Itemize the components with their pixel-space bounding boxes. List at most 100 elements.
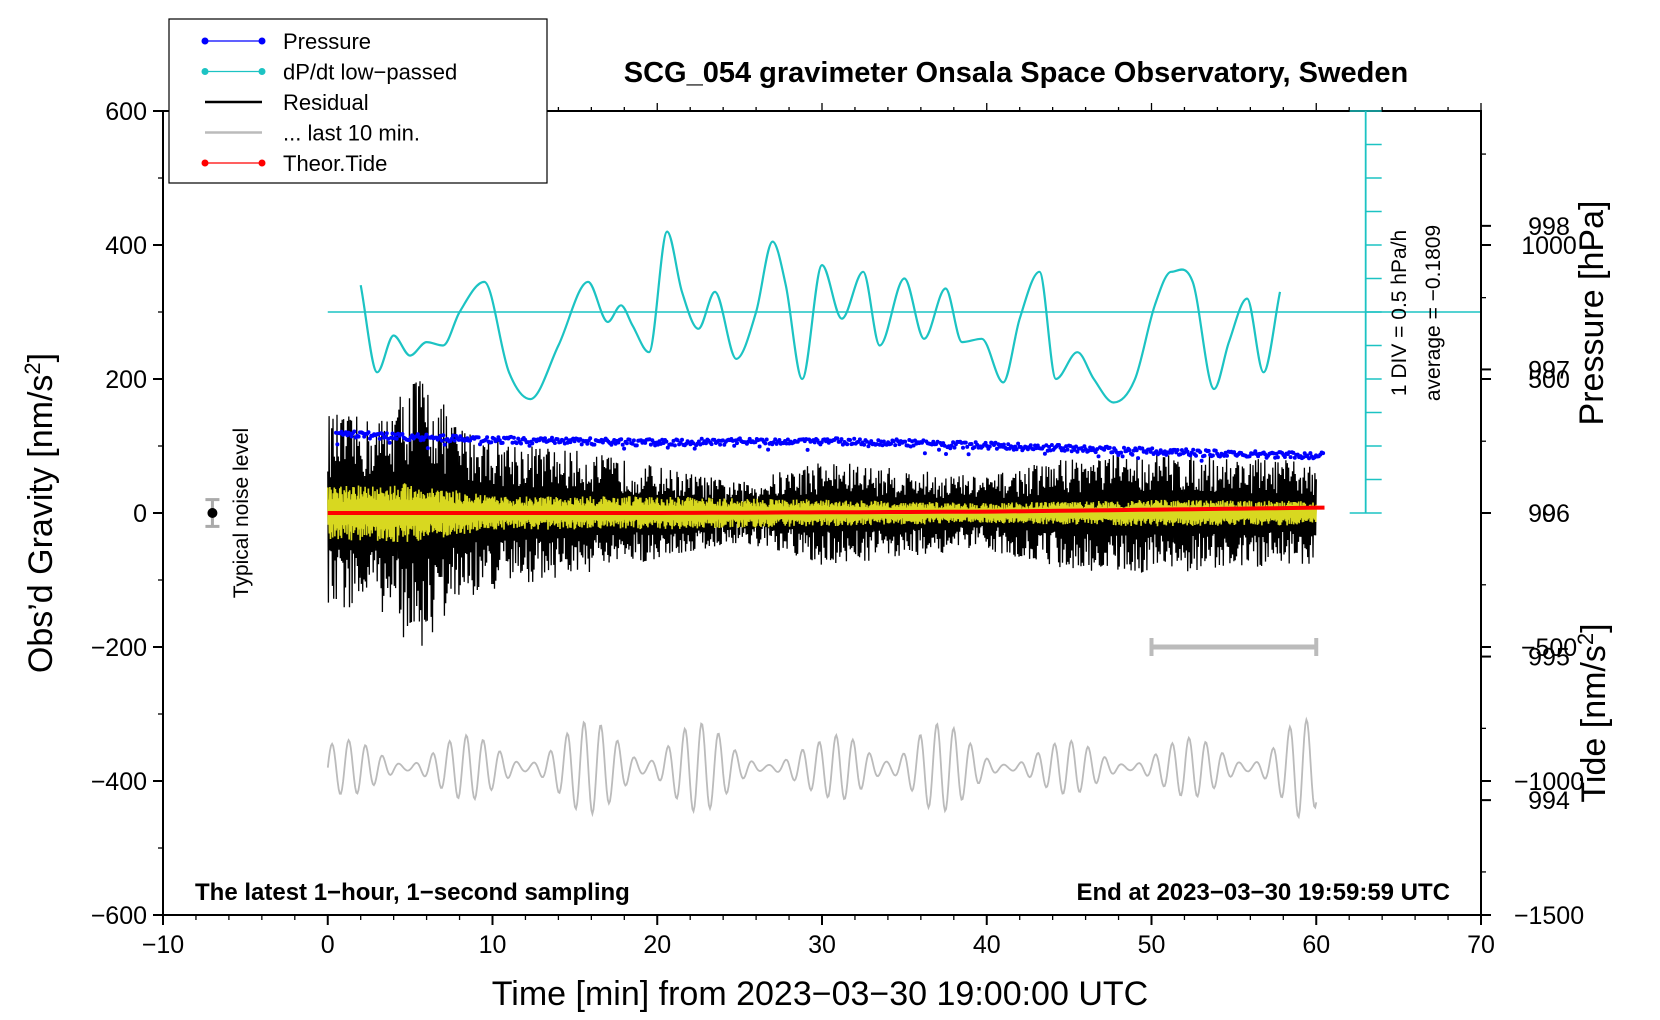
pressure-point — [1001, 442, 1006, 447]
pressure-point — [592, 442, 597, 447]
gravity-tick-label: −200 — [91, 634, 147, 662]
pressure-point — [452, 438, 457, 443]
x-tick-label: 50 — [1138, 931, 1166, 959]
pressure-point — [949, 443, 954, 448]
pressure-point — [485, 435, 490, 440]
pressure-point — [1014, 447, 1019, 452]
pressure-point — [377, 436, 382, 441]
legend-label: Theor.Tide — [283, 151, 387, 176]
pressure-point — [579, 442, 584, 447]
tide-axis: −1500 −1000 −500 0 500 1000 — [1481, 232, 1584, 930]
pressure-point — [1175, 448, 1180, 452]
pressure-point — [1122, 445, 1126, 450]
pressure-tick-label: 998 — [1528, 213, 1570, 241]
pressure-point — [969, 442, 974, 446]
gravity-tick-label: 200 — [105, 366, 147, 394]
pressure-point — [335, 442, 340, 447]
end-time-note: End at 2023−03−30 19:59:59 UTC — [1076, 879, 1450, 906]
pressure-point — [1096, 454, 1101, 459]
pressure-point — [622, 446, 627, 451]
pressure-point — [352, 429, 357, 434]
pressure-point — [550, 435, 554, 440]
pressure-point — [879, 439, 884, 444]
pressure-point — [1185, 449, 1190, 454]
pressure-point — [987, 444, 992, 449]
pressure-point — [620, 442, 625, 447]
pressure-point — [718, 442, 723, 447]
last-10-min-bar — [1149, 638, 1319, 656]
dpdt-average-label: average = −0.1809 — [1422, 225, 1445, 401]
pressure-point — [1225, 453, 1229, 458]
plot-data — [326, 230, 1481, 820]
pressure-point — [442, 442, 447, 447]
noise-bar-dot — [207, 508, 218, 518]
pressure-point — [893, 443, 898, 448]
tide-tick-label: −500 — [1521, 634, 1577, 662]
pressure-tick-label: 996 — [1528, 500, 1570, 528]
legend-label: ... last 10 min. — [283, 121, 420, 146]
pressure-point — [1065, 447, 1070, 452]
pressure-point — [757, 444, 762, 449]
gravity-axis-title-sup: 2 — [20, 362, 45, 374]
pressure-point — [812, 440, 817, 445]
pressure-point — [704, 441, 708, 446]
pressure-point — [1302, 451, 1307, 456]
pressure-point — [1150, 446, 1155, 451]
legend-entry: Residual — [205, 90, 369, 115]
x-axis: −10 0 10 20 30 40 50 60 70 — [142, 103, 1495, 959]
legend-entry: Pressure — [201, 29, 371, 54]
pressure-point — [588, 436, 593, 441]
tide-tick-label: 0 — [1542, 500, 1556, 528]
pressure-point — [664, 439, 669, 444]
legend-entries: Pressure dP/dt low−passed Residual ... last… — [201, 29, 457, 176]
pressure-point — [696, 439, 701, 444]
pressure-point — [1107, 445, 1112, 450]
legend-swatch-dot — [258, 37, 266, 45]
pressure-point — [1247, 454, 1252, 459]
pressure-point — [784, 441, 789, 446]
pressure-point — [773, 437, 778, 442]
pressure-point — [680, 437, 684, 442]
pressure-point — [951, 440, 956, 445]
pressure-tick-label: 995 — [1528, 644, 1570, 672]
legend-label: dP/dt low−passed — [283, 60, 457, 85]
pressure-point — [1049, 443, 1054, 447]
pressure-point — [699, 436, 704, 441]
pressure-point — [380, 432, 385, 437]
pressure-point — [766, 447, 771, 452]
pressure-point — [994, 446, 999, 451]
pressure-point — [1082, 444, 1087, 449]
pressure-point — [732, 443, 737, 448]
pressure-point — [1199, 458, 1204, 463]
tide-axis-title-sup: 2 — [1573, 633, 1598, 645]
pressure-tick-label: 997 — [1528, 356, 1570, 384]
pressure-point — [1275, 455, 1280, 460]
pressure-point — [476, 435, 481, 440]
pressure-point — [624, 441, 629, 446]
pressure-point — [1075, 449, 1080, 454]
pressure-point — [805, 447, 810, 452]
pressure-point — [845, 442, 850, 447]
tide-axis-title-end: ] — [1575, 623, 1613, 632]
pressure-point — [530, 441, 535, 446]
pressure-point — [1120, 454, 1125, 459]
pressure-point — [552, 441, 557, 445]
x-tick-label: 40 — [973, 931, 1001, 959]
pressure-point — [356, 434, 361, 439]
dpdt-scale-axis — [1349, 110, 1382, 514]
pressure-point — [1210, 453, 1215, 458]
pressure-point — [1074, 444, 1078, 449]
x-tick-label: 20 — [643, 931, 671, 959]
pressure-point — [1016, 441, 1021, 446]
pressure-point — [852, 436, 857, 441]
pressure-point — [857, 437, 862, 442]
pressure-point — [1291, 450, 1296, 455]
tide-tick-label: −1000 — [1514, 768, 1584, 796]
pressure-point — [489, 440, 494, 445]
tide-tick-label: −1500 — [1514, 902, 1584, 930]
tide-tick-label: 500 — [1528, 366, 1570, 394]
pressure-point — [439, 438, 444, 443]
pressure-point — [1287, 450, 1292, 455]
pressure-point — [1136, 456, 1141, 461]
pressure-point — [349, 434, 354, 439]
